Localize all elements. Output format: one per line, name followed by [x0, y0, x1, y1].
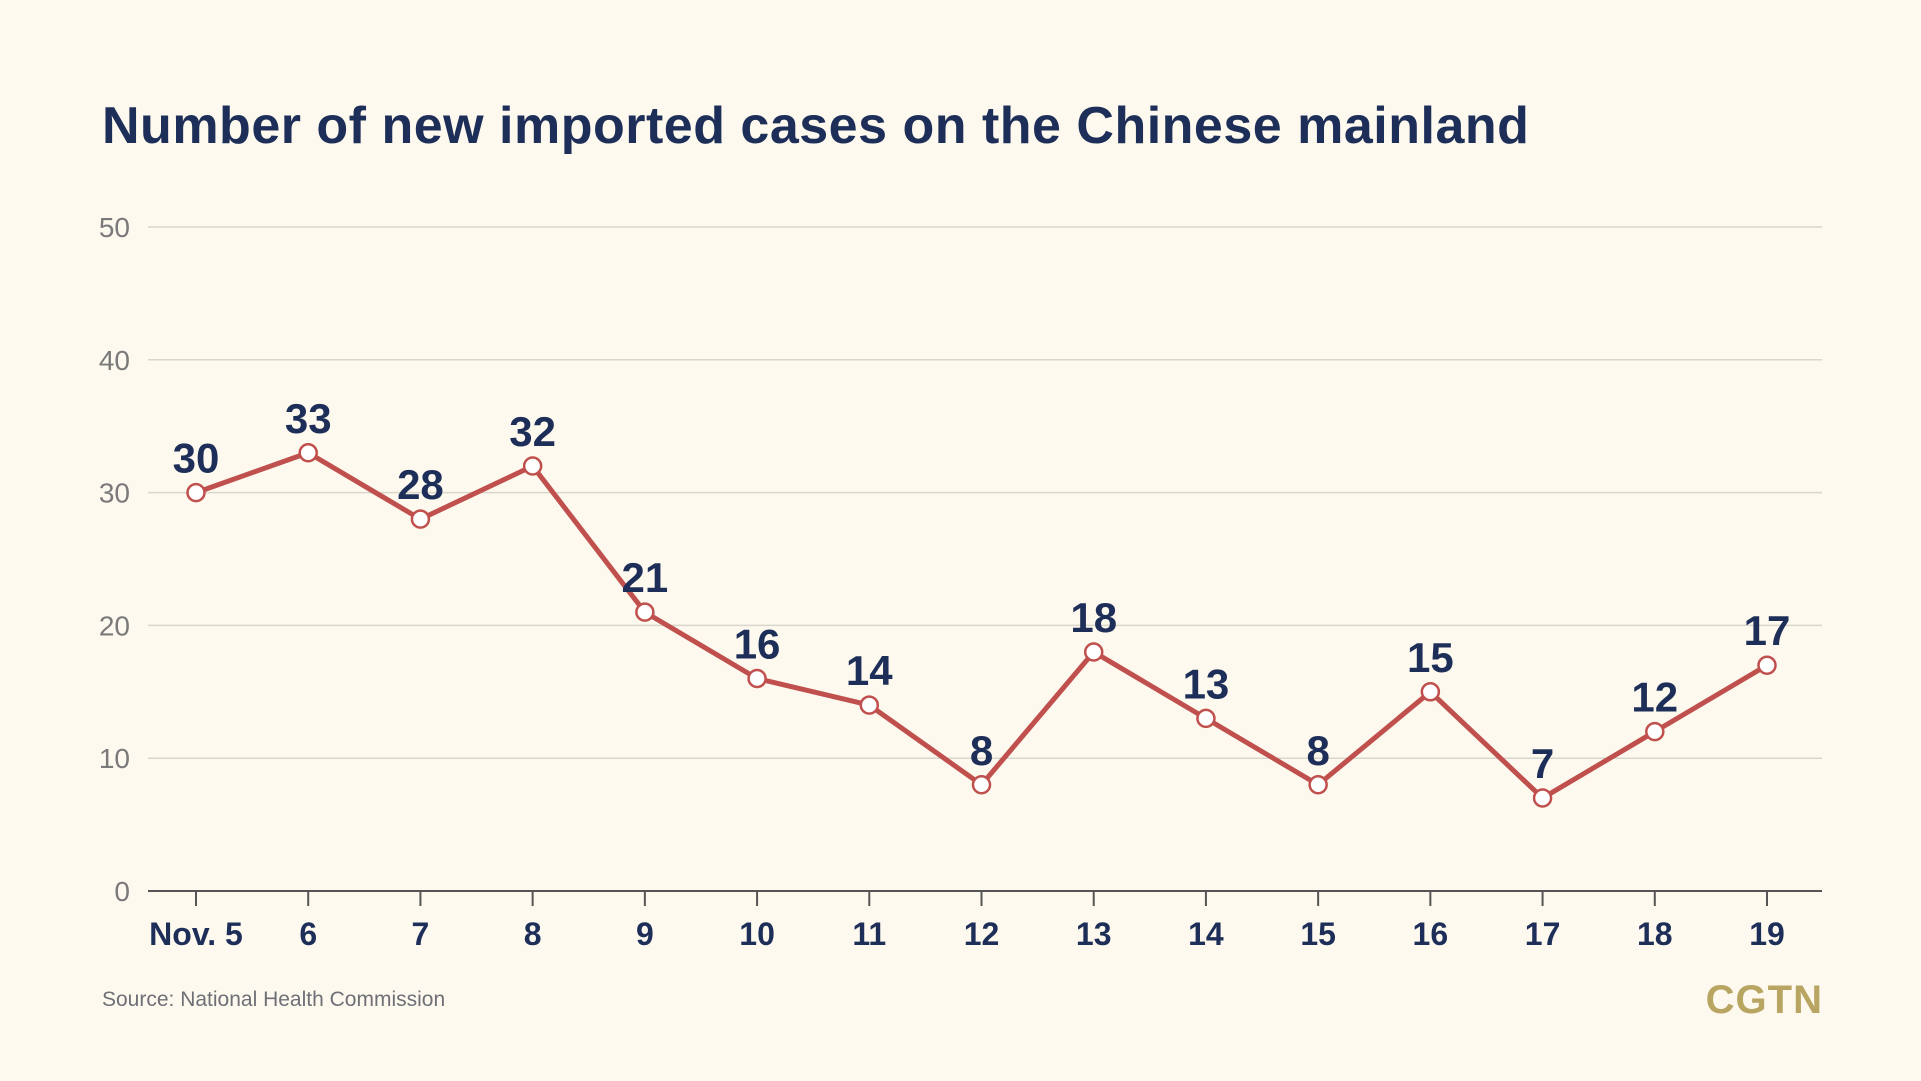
x-tick-label: 6	[299, 916, 317, 952]
data-points	[186, 443, 1777, 808]
x-tick-label: 18	[1637, 916, 1673, 952]
x-tick-label: 7	[412, 916, 430, 952]
data-point	[1420, 682, 1441, 702]
data-point	[635, 602, 655, 622]
gridlines	[148, 226, 1822, 759]
x-axis: Nov. 5 6 7 8 9 10 11 12 13 14 15 16 17 18 19	[148, 890, 1822, 952]
data-point	[1532, 788, 1553, 808]
data-point	[971, 775, 992, 795]
x-tick-label: 16	[1413, 916, 1449, 952]
data-label: 8	[1306, 727, 1329, 774]
data-point	[1308, 775, 1328, 795]
data-label: 17	[1744, 607, 1791, 654]
data-label: 12	[1631, 674, 1678, 721]
x-tick-label: 15	[1300, 916, 1336, 952]
y-axis-ticks: 0 10 20 30 40 50	[99, 212, 130, 907]
data-label: 14	[846, 647, 893, 694]
x-tick-label: 17	[1525, 916, 1561, 952]
x-tick-label: 10	[739, 916, 775, 952]
data-point	[186, 482, 206, 503]
data-point	[1196, 708, 1216, 729]
data-label: 32	[509, 408, 556, 455]
source-note: Source: National Health Commission	[102, 988, 446, 1011]
y-tick-label: 40	[99, 345, 130, 376]
x-tick-label: 13	[1076, 916, 1112, 952]
data-point	[522, 456, 543, 476]
x-tick-label: 12	[964, 916, 1000, 952]
data-point	[747, 668, 767, 689]
data-label: 33	[285, 395, 332, 442]
x-tick-label: Nov. 5	[149, 916, 243, 952]
x-tick-label: 14	[1188, 916, 1224, 952]
chart-title: Number of new imported cases on the Chin…	[102, 97, 1530, 155]
data-label: 28	[397, 461, 444, 508]
x-tick-label: 19	[1749, 916, 1785, 952]
y-tick-label: 30	[99, 478, 130, 509]
x-tick-label: 9	[636, 916, 654, 952]
data-label: 21	[621, 554, 668, 601]
y-tick-label: 0	[114, 876, 130, 907]
data-label: 18	[1070, 594, 1117, 641]
data-point	[298, 443, 318, 463]
data-label: 13	[1183, 660, 1230, 707]
x-tick-label: 8	[524, 916, 542, 952]
data-point	[1757, 655, 1777, 675]
y-tick-label: 10	[99, 743, 130, 774]
y-tick-label: 20	[99, 610, 130, 641]
data-label: 16	[734, 621, 781, 668]
data-point	[1083, 642, 1104, 662]
data-label: 7	[1531, 740, 1554, 787]
y-tick-label: 50	[99, 212, 130, 243]
x-tick-label: 11	[852, 916, 886, 952]
data-point	[859, 695, 880, 715]
data-labels: 30 33 28 32 21 16 14 8 18 13 8 15 7 12 17	[173, 395, 1791, 787]
data-point	[1645, 721, 1665, 742]
data-label: 30	[173, 435, 220, 482]
data-label: 8	[970, 727, 993, 774]
data-label: 15	[1407, 634, 1454, 681]
cgtn-logo: CGTN	[1705, 978, 1823, 1022]
data-point	[410, 509, 431, 529]
